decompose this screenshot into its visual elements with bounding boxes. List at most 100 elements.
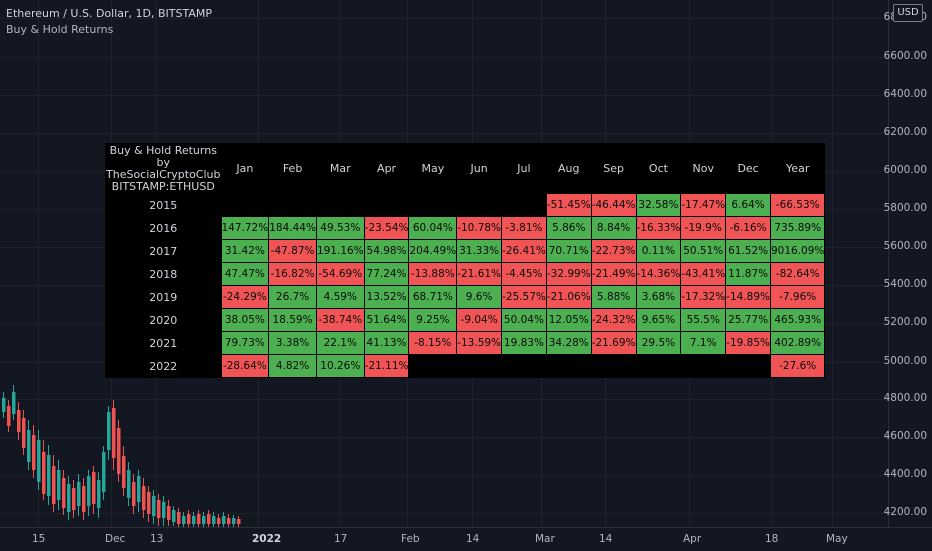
month-header: Feb — [268, 143, 317, 194]
year-total-cell: 735.89% — [769, 216, 826, 240]
return-cell: 204.49% — [408, 239, 458, 263]
candle-body — [137, 476, 141, 502]
return-cell: -16.33% — [635, 216, 682, 240]
return-cell: -32.99% — [545, 262, 592, 286]
table-title: Buy & Hold Returns by TheSocialCryptoClu… — [105, 143, 222, 194]
candle-body — [227, 518, 231, 524]
candle-body — [97, 480, 101, 508]
candle-body — [187, 514, 191, 524]
month-header: Aug — [545, 143, 592, 194]
return-cell: 25.77% — [725, 308, 771, 332]
candle-body — [22, 418, 26, 448]
candle-body — [57, 470, 61, 500]
candlestick-series — [2, 385, 241, 527]
return-cell: 79.73% — [220, 331, 270, 355]
candle-body — [32, 435, 36, 470]
row-year: 2021 — [105, 331, 222, 355]
return-cell: -23.54% — [363, 216, 410, 240]
return-cell: -22.73% — [590, 239, 637, 263]
candle-body — [197, 514, 201, 524]
return-cell — [545, 354, 592, 378]
time-label: Apr — [683, 533, 702, 545]
candle-body — [117, 428, 121, 474]
month-header: Oct — [635, 143, 682, 194]
time-axis[interactable]: 15 Dec 13 2022 17 Feb 14 Mar 14 Apr 18 May — [0, 527, 932, 551]
candle-body — [122, 456, 126, 488]
return-cell: -8.15% — [408, 331, 458, 355]
chart-area[interactable]: Ethereum / U.S. Dollar, 1D, BITSTAMP Buy… — [0, 0, 888, 527]
candle-body — [167, 506, 171, 520]
table-row: 2020 38.05% 18.59% -38.74% 51.64% 9.25% -9.04%… — [105, 308, 826, 332]
return-cell: 70.71% — [545, 239, 592, 263]
return-cell: -28.64% — [220, 354, 270, 378]
price-label: 5600.00 — [883, 240, 927, 252]
table-header-row: Buy & Hold Returns by TheSocialCryptoClu… — [105, 143, 826, 194]
candle-body — [12, 392, 16, 414]
symbol-title[interactable]: Ethereum / U.S. Dollar, 1D, BITSTAMP — [6, 7, 212, 20]
return-cell: 9.25% — [408, 308, 458, 332]
candle-body — [207, 514, 211, 524]
price-axis[interactable]: 6800.006600.006400.006200.006000.005800.… — [884, 0, 932, 527]
return-cell: -21.69% — [590, 331, 637, 355]
candle-body — [162, 502, 166, 518]
candle-body — [82, 486, 86, 512]
return-cell: 55.5% — [680, 308, 727, 332]
row-year: 2018 — [105, 262, 222, 286]
candle-body — [177, 512, 181, 524]
candle-body — [147, 492, 151, 514]
return-cell: 12.05% — [545, 308, 592, 332]
time-label: Dec — [105, 533, 126, 545]
candle-body — [62, 478, 66, 508]
return-cell: -16.82% — [268, 262, 317, 286]
candle-body — [142, 486, 146, 510]
return-cell: 22.1% — [315, 331, 365, 355]
price-label: 6200.00 — [883, 126, 927, 138]
time-label: 14 — [599, 533, 613, 545]
return-cell: -38.74% — [315, 308, 365, 332]
return-cell: 191.16% — [315, 239, 365, 263]
candle-body — [2, 398, 6, 412]
return-cell — [680, 354, 727, 378]
candle-body — [7, 406, 11, 426]
candle-body — [77, 482, 81, 506]
return-cell: 29.5% — [635, 331, 682, 355]
return-cell — [501, 354, 547, 378]
table-row: 2015 -51.45% -46.44% 32.58% -17.47% 6.64% -66.… — [105, 193, 826, 217]
return-cell: -14.36% — [635, 262, 682, 286]
return-cell: 26.7% — [268, 285, 317, 309]
time-label: 2022 — [252, 533, 282, 545]
return-cell: 184.44% — [268, 216, 317, 240]
time-label: 13 — [150, 533, 164, 545]
month-header: Mar — [315, 143, 365, 194]
candle-body — [52, 466, 56, 504]
candle-body — [47, 455, 51, 496]
month-header: Dec — [725, 143, 771, 194]
return-cell: -43.41% — [680, 262, 727, 286]
candle-body — [157, 500, 161, 518]
return-cell: 31.33% — [456, 239, 503, 263]
return-cell: 7.1% — [680, 331, 727, 355]
return-cell: 32.58% — [635, 193, 682, 217]
year-total-header: Year — [769, 143, 826, 194]
candle-body — [127, 470, 131, 498]
indicator-title[interactable]: Buy & Hold Returns — [6, 23, 114, 36]
return-cell: -21.11% — [363, 354, 410, 378]
return-cell: 11.87% — [725, 262, 771, 286]
time-label: 14 — [466, 533, 480, 545]
return-cell: 77.24% — [363, 262, 410, 286]
table-row: 2021 79.73% 3.38% 22.1% 41.13% -8.15% -13.59% 1… — [105, 331, 826, 355]
candle-body — [92, 472, 96, 504]
return-cell: 19.83% — [501, 331, 547, 355]
chart-header: Ethereum / U.S. Dollar, 1D, BITSTAMP Buy… — [6, 6, 212, 38]
time-label: May — [826, 533, 848, 545]
table-row: 2018 47.47% -16.82% -54.69% 77.24% -13.88% -21… — [105, 262, 826, 286]
return-cell: -13.59% — [456, 331, 503, 355]
candle-body — [102, 452, 106, 492]
price-label: 6600.00 — [883, 50, 927, 62]
currency-button[interactable]: USD — [893, 4, 923, 22]
return-cell: -54.69% — [315, 262, 365, 286]
return-cell: -10.78% — [456, 216, 503, 240]
candle-body — [232, 518, 236, 524]
time-label: 18 — [765, 533, 779, 545]
return-cell: -46.44% — [590, 193, 637, 217]
